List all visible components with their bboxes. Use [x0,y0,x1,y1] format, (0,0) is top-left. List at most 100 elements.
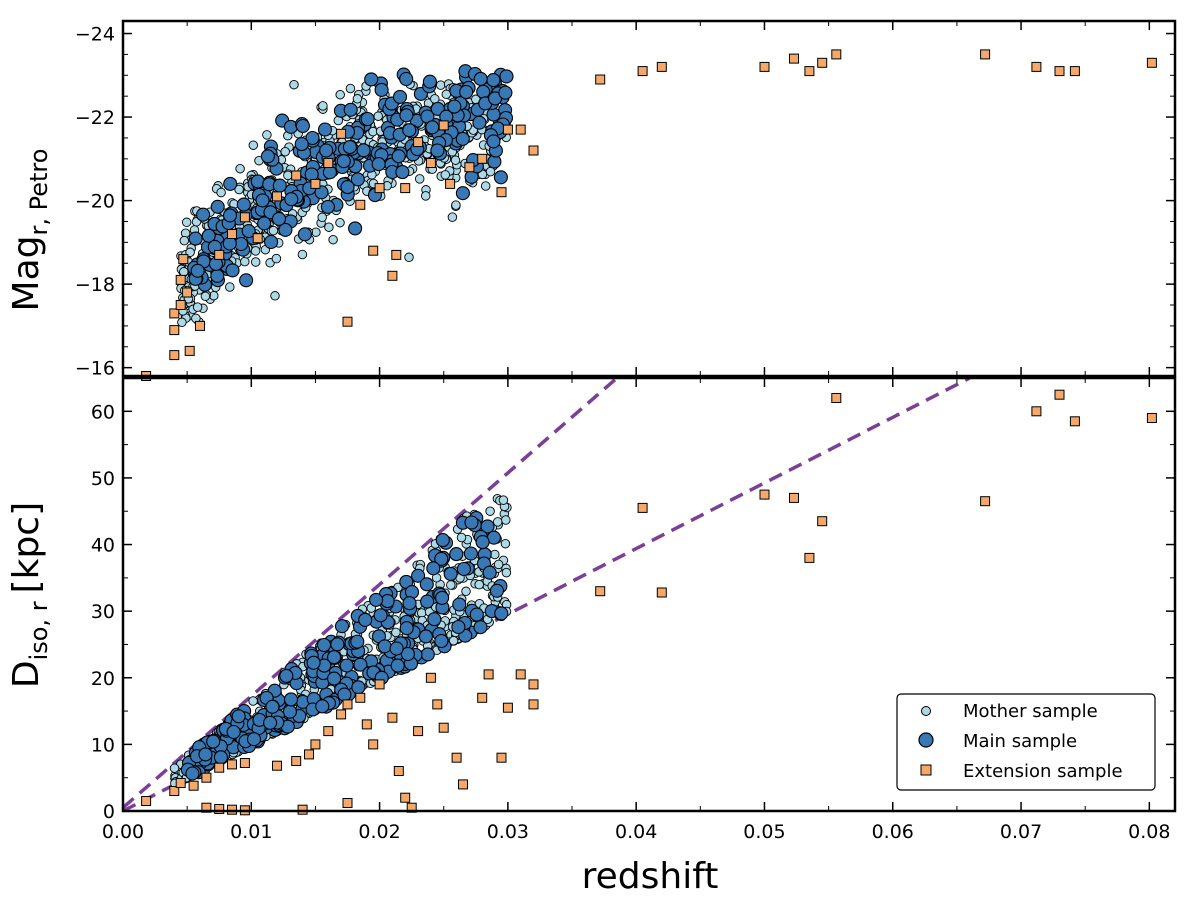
top-ytick-label: −20 [75,191,115,213]
top-extension-point [515,124,526,135]
top-main-point [210,199,225,214]
bottom-mother-point [391,627,401,638]
bottom-extension-point [387,712,398,723]
bottom-ytick-label: 50 [91,468,115,490]
bottom-main-point [473,620,488,635]
top-main-point [295,118,310,134]
top-main-point [223,176,238,191]
top-mother-point [451,200,461,210]
bottom-extension-point [1054,389,1065,400]
top-main-point [255,193,270,208]
bottom-ytick-label: 10 [91,734,115,756]
bottom-ylabel: Diso, r [kpc] [6,502,53,688]
top-main-point [239,273,254,288]
top-extension-point [272,191,282,202]
bottom-main-point [353,657,368,672]
top-extension-point [980,49,991,60]
top-extension-point [169,325,180,336]
bottom-main-point [306,655,321,670]
bottom-ylabel-main: D [6,660,47,688]
bottom-main-point [434,551,449,566]
bottom-extension-point [413,726,424,737]
bottom-mother-point [492,517,503,527]
bottom-extension-point [374,679,385,690]
top-extension-point [195,320,205,331]
top-main-point [272,178,287,193]
bottom-mother-point [493,559,504,570]
bottom-main-point [434,633,449,649]
bottom-extension-point [831,393,842,403]
legend-label-mother: Mother sample [963,701,1098,722]
bottom-xtick-label: 0.03 [487,821,529,843]
bottom-mother-point [500,538,511,549]
top-main-point [236,197,251,212]
bottom-panel-frame [121,376,1177,813]
top-mother-point [268,225,279,236]
bottom-main-point [452,597,467,612]
top-main-point [294,137,309,152]
top-panel: −24 −22 −20 −18 −16 Magr, Petro [6,19,1177,381]
top-mother-point [414,174,425,184]
top-extension-point [175,274,186,285]
top-mother-point [324,222,334,232]
top-mother-point [441,89,452,100]
top-extension-point [1069,66,1080,77]
legend: Mother sample Main sample Extension samp… [896,693,1156,791]
top-extension-point [413,137,424,148]
bottom-mother-point [474,579,484,590]
top-main-point [459,84,474,100]
top-main-point [257,216,272,231]
bottom-extension-point [291,756,302,766]
top-mother-point [192,302,203,312]
top-extension-point [831,49,842,60]
top-main-point [188,231,203,246]
top-mother-point [335,217,345,228]
bottom-main-point [411,568,426,583]
top-main-point [297,227,312,242]
top-extension-point [175,300,186,310]
bottom-extension-point [1031,406,1042,417]
bottom-extension-point [759,489,770,500]
top-ylabel-main: Mag [6,235,47,311]
top-mother-point [262,130,272,140]
top-mother-point [297,249,308,260]
bottom-scatter-points [141,389,1157,816]
top-mother-point [225,282,235,292]
bottom-xtick-label: 0.05 [743,821,785,843]
bottom-xtick-label: 0.06 [872,821,914,843]
bottom-xtick-label: 0.07 [1000,821,1042,843]
bottom-xtick-label: 0.02 [358,821,400,843]
bottom-main-point [334,619,350,634]
bottom-mother-point [485,506,495,516]
top-extension-point [169,350,180,361]
bottom-main-point [358,612,373,627]
bottom-extension-point [425,672,436,683]
bottom-extension-point [214,804,225,814]
bottom-main-point [427,612,442,627]
top-main-point [336,154,351,169]
bottom-extension-point [141,796,152,806]
top-mother-point [234,184,244,195]
bottom-main-point [399,621,414,636]
bottom-extension-point [637,502,648,513]
bottom-xtick-label: 0.08 [1128,821,1170,843]
bottom-extension-point [310,739,321,750]
top-mother-point [216,187,226,198]
top-mother-point [435,80,446,90]
top-extension-point [595,74,606,85]
top-mother-point [480,181,491,191]
bottom-main-point [185,766,200,781]
top-extension-point [227,229,237,239]
bottom-extension-point [528,679,539,690]
bottom-main-point [283,692,299,707]
top-mother-point [248,140,259,150]
bottom-mother-point [446,580,456,590]
bottom-extension-point [201,772,212,783]
top-extension-point [182,287,193,298]
bottom-mother-point [461,586,471,597]
bottom-main-point [373,608,388,623]
bottom-extension-point [227,804,237,815]
top-main-point [472,115,487,130]
bottom-main-point [482,565,497,580]
top-extension-point [477,153,488,164]
